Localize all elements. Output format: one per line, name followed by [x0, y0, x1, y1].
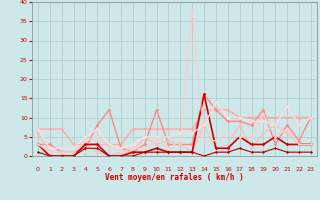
- X-axis label: Vent moyen/en rafales ( km/h ): Vent moyen/en rafales ( km/h ): [105, 174, 244, 182]
